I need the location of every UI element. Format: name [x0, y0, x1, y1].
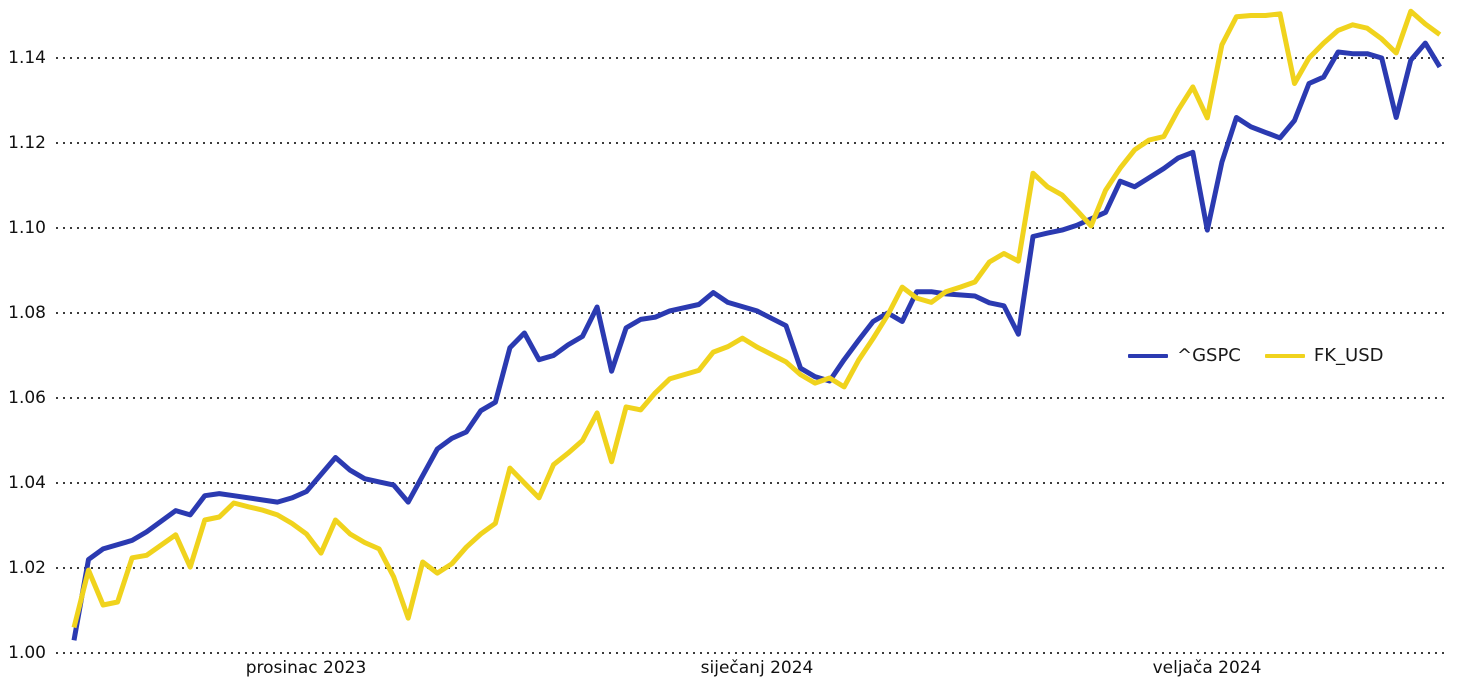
x-tick-label-december: prosinac 2023	[245, 658, 367, 678]
gridline	[56, 57, 1448, 59]
y-tick-label: 1.12	[8, 133, 46, 153]
y-tick-label: 1.04	[8, 473, 46, 493]
y-tick-label: 1.10	[8, 218, 46, 238]
y-tick-label: 1.14	[8, 48, 46, 68]
y-tick-label: 1.00	[8, 643, 46, 663]
fk-usd-line-swatch-icon	[1264, 353, 1305, 358]
gridline	[56, 227, 1448, 229]
gspc-line-swatch-icon	[1128, 353, 1168, 358]
legend: ^GSPC FK_USD	[1128, 345, 1384, 366]
gridline	[56, 567, 1448, 569]
y-tick-label: 1.08	[8, 303, 46, 323]
series-line-fk-usd	[71, 8, 1442, 629]
legend-label-fk-usd: FK_USD	[1313, 345, 1384, 366]
x-tick-label-january: siječanj 2024	[700, 658, 814, 678]
legend-item-fk-usd: FK_USD	[1264, 345, 1384, 366]
series-line-gspc	[71, 40, 1442, 641]
gridline	[56, 142, 1448, 144]
legend-item-gspc: ^GSPC	[1128, 345, 1241, 366]
gridline	[56, 397, 1448, 399]
gridline	[56, 482, 1448, 484]
gridline	[56, 652, 1448, 654]
y-tick-label: 1.02	[8, 558, 46, 578]
gridline	[56, 312, 1448, 314]
x-tick-label-february: veljača 2024	[1152, 658, 1262, 678]
legend-label-gspc: ^GSPC	[1177, 345, 1241, 366]
y-tick-label: 1.06	[8, 388, 46, 408]
